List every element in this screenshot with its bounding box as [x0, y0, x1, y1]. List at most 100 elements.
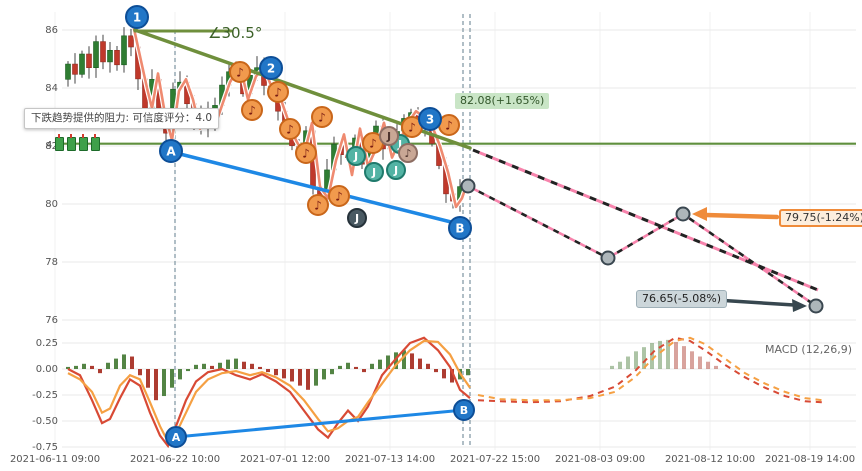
teal-j-marker[interactable]	[386, 160, 406, 180]
note-marker[interactable]	[229, 61, 251, 83]
teal-j-marker[interactable]	[346, 146, 366, 166]
macd-axis-label: -0.25	[32, 390, 58, 401]
macd-hist-bar-projection	[650, 343, 654, 369]
macd-hist-bar	[370, 363, 374, 369]
macd-hist-bar	[250, 363, 254, 369]
candle-body	[100, 41, 106, 63]
trendline-ab-support[interactable]	[170, 150, 461, 226]
candle-body	[107, 49, 113, 63]
macd-hist-bar	[162, 369, 166, 397]
projection-black-path[interactable]	[467, 184, 817, 308]
note-marker-label: ♪	[236, 65, 244, 79]
trend-angle-label: ∠30.5°	[208, 24, 263, 42]
note-marker[interactable]	[311, 106, 333, 128]
macd-hist-bar	[178, 369, 182, 380]
macd-indicator-label: MACD (12,26,9)	[764, 343, 852, 356]
macd-hist-bar-projection	[714, 365, 718, 369]
pivot-marker-1[interactable]	[125, 5, 149, 29]
macd-hist-bar	[378, 359, 382, 369]
teal-j-marker-label: J	[397, 138, 402, 151]
macd-hist-bar	[194, 364, 198, 369]
pivot-marker-3[interactable]	[418, 107, 442, 131]
macd-trend-point-A[interactable]	[165, 426, 187, 448]
confidence-score-legend: 4	[46, 134, 101, 156]
macd-hist-bar-projection	[610, 365, 614, 369]
candle-icon	[67, 134, 77, 151]
x-axis-label: 2021-08-19 14:00	[765, 454, 855, 465]
note-marker[interactable]	[295, 142, 317, 164]
note-marker-label: ♪	[445, 118, 453, 132]
candle-body	[93, 41, 99, 68]
price-axis-label: 84	[45, 83, 58, 94]
projection-node[interactable]	[600, 250, 616, 266]
macd-hist-bar	[242, 361, 246, 369]
macd-hist-bar	[354, 366, 358, 369]
note-marker[interactable]	[267, 81, 289, 103]
candle-icon	[55, 134, 65, 151]
macd-line[interactable]	[67, 336, 471, 449]
candle-icon	[79, 134, 89, 151]
tan-marker[interactable]	[398, 143, 418, 163]
macd-hist-bar	[186, 369, 190, 372]
projection-low-price-label[interactable]: 76.65(-5.08%)	[636, 290, 727, 308]
macd-trend-point-A-label: A	[172, 431, 181, 444]
trend-point-B[interactable]	[448, 216, 472, 240]
macd-hist-bar	[234, 358, 238, 369]
macd-hist-bar	[450, 369, 454, 383]
note-marker[interactable]	[307, 194, 329, 216]
macd-hist-bar	[338, 365, 342, 369]
mid-target-arrow-head	[692, 207, 707, 221]
x-axis-label: 2021-07-22 15:00	[450, 454, 540, 465]
teal-j-marker[interactable]	[364, 162, 384, 182]
note-marker-label: ♪	[318, 110, 326, 124]
macd-hist-bar	[362, 369, 366, 373]
macd-axis-label: 0.00	[36, 364, 58, 375]
price-axis-label: 80	[45, 199, 58, 210]
macd-hist-bar	[274, 369, 278, 376]
macd-hist-bar	[82, 363, 86, 369]
candle-body	[65, 63, 71, 80]
note-marker-label: ♪	[369, 136, 377, 150]
macd-ab-trendline[interactable]	[174, 408, 466, 439]
projection-mid-price-label[interactable]: 79.75(-1.24%)	[779, 209, 862, 227]
note-marker[interactable]	[241, 99, 263, 121]
macd-trend-point-B-label: B	[460, 404, 468, 417]
price-axis-label: 86	[45, 25, 58, 36]
tan-marker[interactable]	[379, 126, 399, 146]
note-marker-label: ♪	[302, 146, 310, 160]
macd-hist-bar	[218, 362, 222, 369]
grid: 2021-06-11 09:00 2021-06-22 10:00 2021-07-…	[10, 12, 856, 465]
trend-point-A[interactable]	[159, 139, 183, 163]
dark-j-marker-label: J	[354, 212, 359, 225]
macd-hist-bar	[66, 366, 70, 369]
projection-node[interactable]	[675, 206, 691, 222]
macd-hist-bar	[418, 358, 422, 369]
dark-j-marker[interactable]	[347, 208, 367, 228]
projection-node[interactable]	[460, 178, 476, 194]
candle-body	[128, 35, 134, 48]
resistance-price-label[interactable]: 82.08(+1.65%)	[455, 93, 550, 109]
candle-body	[114, 49, 120, 66]
macd-hist-bar	[122, 354, 126, 369]
macd-hist-bar	[426, 363, 430, 369]
macd-hist-bar	[138, 369, 142, 376]
tan-marker-label: ♪	[404, 147, 411, 160]
x-axis-label: 2021-07-13 14:00	[345, 454, 435, 465]
macd-hist-bar	[466, 369, 470, 376]
macd-hist-bar	[146, 369, 150, 388]
note-marker[interactable]	[279, 118, 301, 140]
projection-node[interactable]	[808, 298, 824, 314]
pivot-marker-2[interactable]	[259, 56, 283, 80]
candle-body	[86, 53, 92, 69]
teal-j-marker-label: J	[393, 164, 398, 177]
price-axis-label: 78	[45, 257, 58, 268]
note-marker[interactable]	[328, 185, 350, 207]
macd-signal-line[interactable]	[67, 339, 471, 444]
macd-hist-bar-projection	[674, 341, 678, 369]
macd-hist-bar-projection	[618, 361, 622, 369]
zigzag-line[interactable]	[131, 23, 468, 209]
pivot-marker-1-label: 1	[133, 10, 141, 24]
macd-trend-point-B[interactable]	[453, 399, 475, 421]
macd-hist-bar	[130, 356, 134, 369]
